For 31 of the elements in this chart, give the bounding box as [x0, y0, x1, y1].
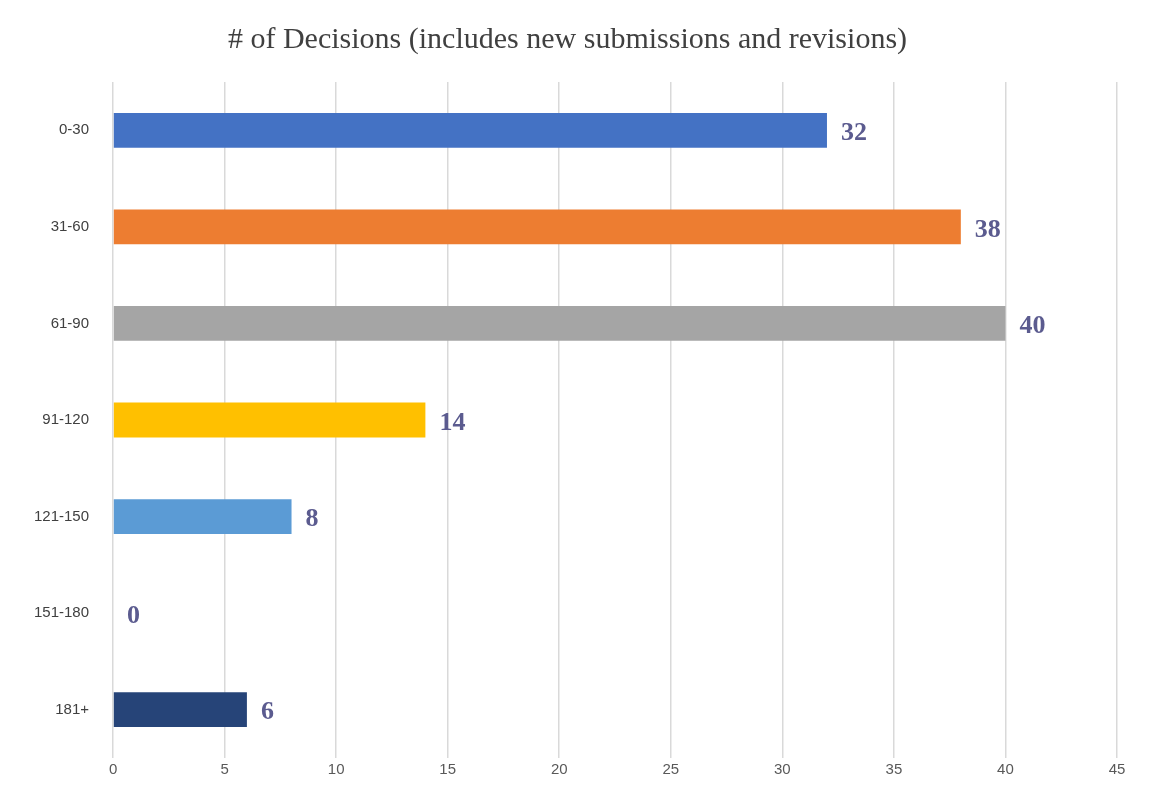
x-tick-label: 45 — [1108, 760, 1126, 778]
y-tick-label: 151-180 — [33, 603, 90, 621]
data-label: 40 — [1019, 310, 1046, 340]
y-tick-label: 91-120 — [42, 410, 90, 428]
x-tick-label: 15 — [439, 760, 457, 778]
x-tick-label: 40 — [997, 760, 1014, 778]
chart-title: # of Decisions (includes new submissions and revisions) — [227, 20, 908, 55]
data-label: 14 — [439, 406, 466, 436]
x-tick-label: 20 — [550, 760, 568, 778]
data-label: 32 — [840, 117, 867, 146]
y-tick-label: 121-150 — [33, 506, 90, 524]
x-tick-label: 10 — [327, 760, 345, 778]
data-label: 0 — [127, 599, 141, 629]
bar — [113, 306, 1006, 341]
x-tick-label: 25 — [662, 760, 680, 778]
data-label: 6 — [260, 696, 274, 726]
x-tick-label: 0 — [108, 760, 118, 778]
y-tick-label: 0-30 — [59, 120, 90, 138]
data-label: 38 — [974, 213, 1001, 243]
bar — [113, 112, 827, 148]
bar — [113, 402, 426, 438]
x-tick-label: 30 — [774, 760, 791, 778]
data-label: 8 — [305, 503, 319, 533]
x-tick-label: 35 — [885, 760, 903, 778]
bar — [113, 209, 961, 245]
y-tick-label: 181+ — [55, 699, 90, 717]
bar — [113, 692, 247, 728]
y-tick-label: 61-90 — [50, 313, 90, 331]
x-tick-label: 5 — [220, 760, 229, 778]
bar — [113, 499, 292, 534]
y-tick-label: 31-60 — [50, 217, 90, 234]
